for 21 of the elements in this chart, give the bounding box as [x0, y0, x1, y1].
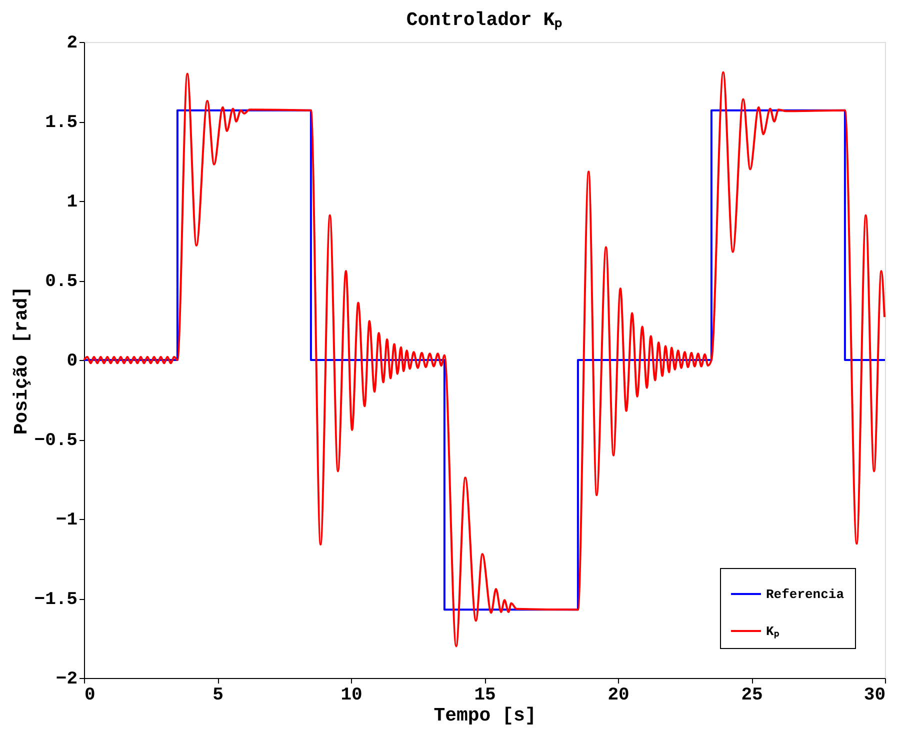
x-tick-label: 10 [340, 686, 362, 706]
y-tick-label: −1.5 [34, 590, 78, 610]
y-tick-label: 1.5 [45, 113, 78, 133]
y-tick-label: −0.5 [34, 431, 78, 451]
x-tick-label: 20 [608, 686, 630, 706]
y-axis-title: Posição [rad] [10, 286, 32, 435]
x-tick-label: 25 [741, 686, 763, 706]
x-tick-label: 15 [474, 686, 496, 706]
y-tick-label: 0.5 [45, 272, 78, 292]
x-axis-title: Tempo [s] [434, 704, 536, 726]
chart-title: Controlador Kₚ [406, 9, 563, 31]
legend-label: Kₚ [766, 624, 779, 639]
y-tick-label: 1 [66, 192, 78, 212]
x-tick-label: 5 [212, 686, 224, 706]
y-tick-label: 2 [66, 34, 78, 54]
y-tick-label: 0 [66, 352, 78, 372]
y-tick-label: −2 [56, 670, 78, 690]
y-tick-label: −1 [56, 510, 78, 530]
legend-label: Referencia [766, 587, 844, 602]
x-tick-label: 0 [84, 686, 96, 706]
x-tick-label: 30 [864, 686, 886, 706]
